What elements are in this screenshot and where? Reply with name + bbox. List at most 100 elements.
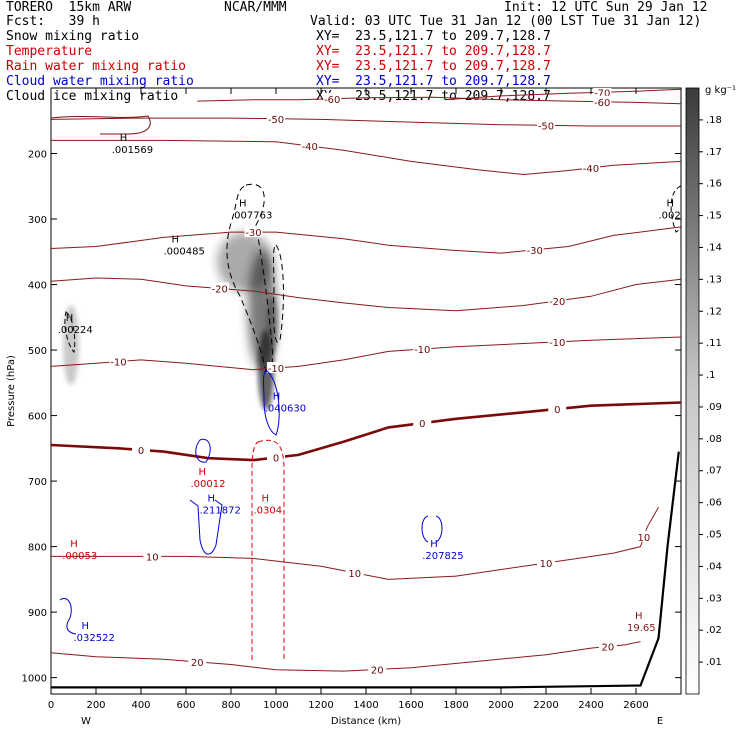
isotherm-label-bg [593,95,612,107]
isotherm-label-bg [132,443,150,455]
field-name-snow: Snow mixing ratio [6,29,140,44]
isotherm-label-bg [537,556,555,568]
maximum-value-label: .001569 [112,145,153,156]
isotherm-label: 20 [371,665,384,676]
maximum-h-marker: H [635,611,643,622]
xy-temperature: XY= 23.5,121.7 to 209.7,128.7 [316,44,551,59]
isotherm-label-bg [210,282,229,294]
init-time: Init: 12 UTC Sun 29 Jan 12 [504,0,708,15]
xy-cloud-water: XY= 23.5,121.7 to 209.7,128.7 [316,74,551,89]
isotherm-label-bg [143,550,162,562]
isotherm-label-bg [525,243,544,255]
isotherm-label: -40 [583,164,599,175]
maximum-h-marker: H [172,235,180,246]
x-tick-label: 600 [176,700,195,711]
isotherm-line [51,507,659,580]
x-tick-label: 800 [221,700,240,711]
maximum-value-label: .00012 [191,479,226,490]
isotherm-label: 10 [348,569,361,580]
maxima-labels: H.001569H.007763H.000485H.00224H.002H.04… [58,133,681,644]
east-label: E [657,716,663,727]
colorbar-tick-label: .16 [706,179,722,190]
cloud-ice-contour-2 [272,244,284,343]
maximum-h-marker: H [273,392,281,403]
isotherm-label-bg [634,530,653,542]
x-tick-label: 200 [86,700,105,711]
x-tick-label: 2400 [578,700,603,711]
colorbar-tick-label: .08 [706,434,722,445]
isotherm-label: 0 [273,453,279,464]
snow-shading [63,232,278,410]
colorbar-tick-label: .07 [706,466,722,477]
colorbar-tick-label: .05 [706,530,722,541]
isotherm-label: 0 [419,419,425,430]
colorbar-tick-label: .12 [706,306,722,317]
ground-surface [51,451,680,689]
y-tick-label: 500 [28,346,47,357]
isotherm-top-segment [51,115,151,135]
isotherm-label-bg [598,640,617,652]
maximum-value-label: .0304 [254,505,283,516]
x-axis-label: Distance (km) [331,716,401,727]
y-tick-label: 600 [28,412,47,423]
isotherm-label-bg [548,335,567,347]
maximum-value-label: .040630 [265,404,306,415]
maximum-value-label: .00053 [62,551,97,562]
field-name-temperature: Temperature [6,44,93,59]
maximum-h-marker: H [70,539,78,550]
maximum-value-label: .211872 [200,505,241,516]
isotherm-line [197,96,681,105]
isotherm-label: 10 [638,533,651,544]
isotherm-label: 20 [191,658,204,669]
isotherm-line [51,117,681,127]
isotherm-label-bg [345,566,364,578]
x-tick-label: 1200 [308,700,333,711]
maximum-h-marker: H [199,467,207,478]
maximum-value-label: .002 [659,210,681,221]
maximum-h-marker: H [82,621,90,632]
isotherm-label-bg [267,451,285,463]
isotherm-label: -20 [212,284,228,295]
isotherm-label: 10 [540,559,553,570]
xy-rain: XY= 23.5,121.7 to 209.7,128.7 [316,59,551,74]
isotherm-label-bg [548,294,567,306]
maximum-h-marker: H [239,198,247,209]
maximum-value-label: 19.65 [627,623,656,634]
isotherm-label-bg [188,655,207,667]
isotherm-label-bg [109,355,128,367]
isotherm-label: -50 [538,121,554,132]
field-name-cloud-ice: Cloud ice mixing ratio [6,89,179,104]
isotherm-label-bg [548,403,567,415]
colorbar-tick-label: .15 [706,211,722,222]
maximum-h-marker: H [430,539,438,550]
colorbar-tick-label: .13 [706,274,722,285]
cloud-water-contour [195,438,211,463]
y-tick-label: 200 [28,150,47,161]
cloud-ice-contour-3 [64,311,76,354]
cloud-water-contour [59,598,77,635]
isotherm-line [51,641,641,672]
field-name-cloud-water: Cloud water mixing ratio [6,74,194,89]
colorbar-ticks: .01 .02 .03 .04 .05 .06 .07 .08 .09 .1 .11 .12 .13 .1… [699,115,722,668]
isotherm-label: -30 [245,228,261,239]
y-tick-label: 1000 [22,674,47,685]
isotherm-line [51,401,681,462]
forecast-hour: Fcst: 39 h [6,14,100,29]
colorbar-tick-label: .1 [706,370,716,381]
y-tick-label: 300 [28,215,47,226]
x-tick-label: 1000 [263,700,288,711]
colorbar-tick-label: .04 [706,561,722,572]
temperature-isotherms: -70-60 -60-50-50-40-40-30-30-20-20-10-10-… [51,88,681,676]
field-name-rain: Rain water mixing ratio [6,59,187,74]
isotherm-label: -60 [594,98,610,109]
colorbar-tick-label: .03 [706,593,722,604]
isotherm-label-bg [244,226,263,238]
maximum-value-label: .032522 [74,633,115,644]
isotherm-label-bg [537,119,555,131]
maximum-h-marker: H [667,198,675,209]
isotherm-line [444,88,681,101]
cloud-water-contour [189,499,223,555]
isotherm-label-bg [413,417,432,429]
y-tick-label: 800 [28,543,47,554]
